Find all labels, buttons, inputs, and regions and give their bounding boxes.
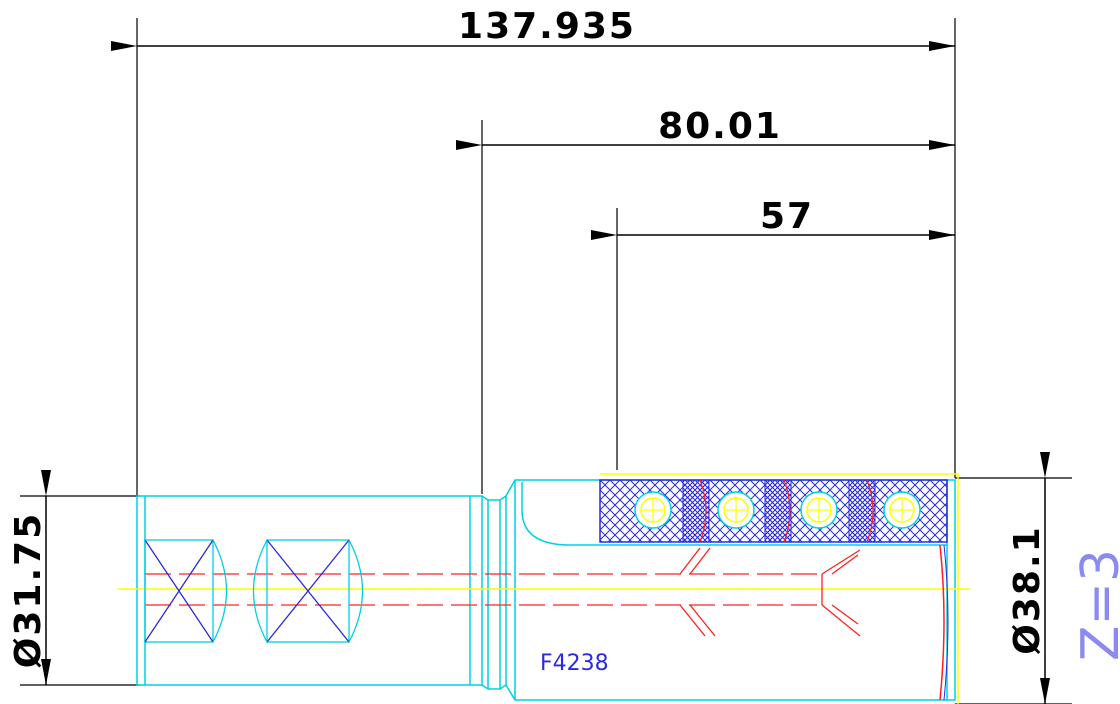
end-face-edge [939, 544, 945, 701]
part-number: F4238 [540, 651, 609, 676]
body-diameter-label: Ø38.1 [1007, 525, 1048, 654]
dimension-short-length: 57 [591, 196, 955, 240]
overall-length-label: 137.935 [458, 6, 636, 47]
screw-1 [634, 491, 672, 529]
screw-2 [717, 491, 755, 529]
flat-2 [252, 539, 364, 643]
dimension-mid-length: 80.01 [456, 106, 955, 150]
shank-diameter-label: Ø31.75 [8, 512, 49, 668]
screw-3 [800, 491, 838, 529]
shank-flats [144, 539, 364, 643]
mid-length-label: 80.01 [658, 106, 782, 147]
flute-count-label: Z=3 [1071, 549, 1120, 661]
insert-screws [634, 491, 921, 529]
coolant-bore [145, 547, 861, 637]
end-face-edge-inner [943, 544, 949, 701]
dimension-overall-length: 137.935 [111, 6, 955, 51]
insert-band [599, 479, 948, 543]
screw-4 [883, 491, 921, 529]
short-length-label: 57 [760, 196, 814, 237]
dimension-body-diameter: Ø38.1 [1007, 452, 1050, 704]
dimension-shank-diameter: Ø31.75 [8, 470, 51, 685]
flat-1 [144, 539, 228, 643]
accent-outline [118, 473, 970, 704]
extension-lines [20, 18, 1072, 704]
